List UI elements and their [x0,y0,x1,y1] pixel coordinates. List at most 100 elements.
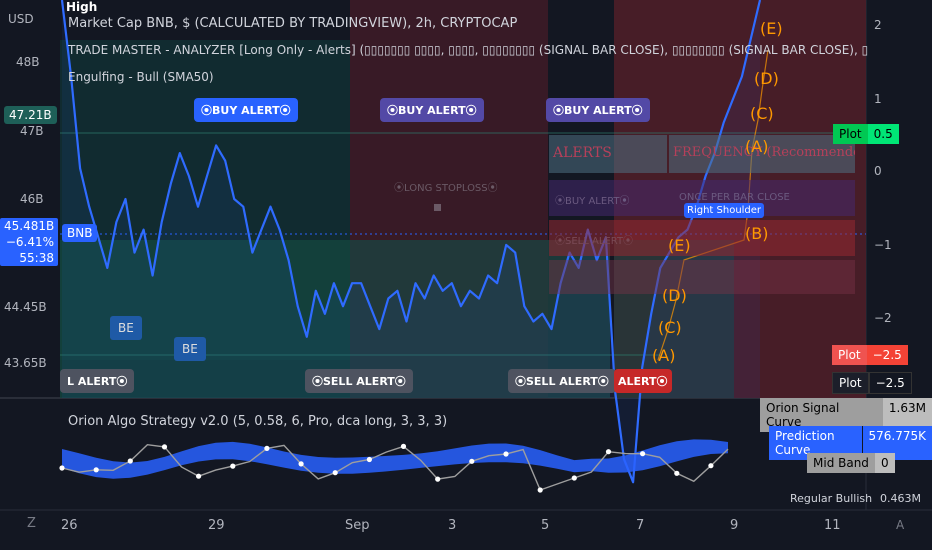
right-tick-0: 2 [874,18,882,32]
be-label-2: BE [174,337,206,361]
signal-dot-26 [503,451,509,457]
legend-plot-green: Plot 0.5 [833,124,899,144]
be-label-1: BE [110,316,142,340]
current-price-box: 45.481B −6.41% 55:38 [0,218,58,266]
x-tick-9: 9 [730,518,739,533]
left-tick-2: 46B [20,192,44,206]
sell-alert-3: ⦿SELL ALERT⦿ [508,369,616,393]
pattern-title: Engulfing - Bull (SMA50) [68,70,214,84]
pattern-a-top: (A) [745,137,769,156]
x-tick-7: 7 [636,518,645,533]
pattern-e-top: (E) [760,19,783,38]
table-row-2 [549,220,855,256]
prediction-ribbon [62,439,728,479]
sell-alert-1: L ALERT⦿ [60,369,135,393]
table-row-1-freq: ONCE PER BAR CLOSE [679,192,790,203]
legend-prediction: Prediction Curve 576.775K [769,426,932,460]
signal-dot-32 [605,449,612,455]
legend-plot-dark-name: Plot [832,372,869,394]
legend-plot-green-name: Plot [833,124,868,144]
legend-plot-green-value: 0.5 [867,124,899,144]
signal-dot-16 [332,470,338,476]
indicator-title: TRADE MASTER - ANALYZER [Long Only - Ale… [68,43,868,57]
x-tick-29: 29 [208,518,225,533]
table-row-3 [549,260,855,294]
chart-title: Market Cap BNB, $ (CALCULATED BY TRADING… [68,16,518,31]
signal-dot-10 [230,463,236,469]
price-line [60,0,762,484]
bar-timer: 55:38 [19,251,54,265]
right-tick-4: −2 [874,311,892,325]
legend-plot-dark-value: −2.5 [868,372,912,394]
long-stoploss-label: ⦿LONG STOPLOSS⦿ [394,183,498,194]
signal-dot-38 [708,463,714,469]
x-tick-3: 3 [448,518,457,533]
legend-mid-value: 0 [874,453,895,473]
pattern-a-low: (A) [652,346,676,365]
buy-alert-2: ⦿BUY ALERT⦿ [380,98,484,122]
signal-dot-12 [264,445,270,451]
legend-plot-red-name: Plot [832,345,867,365]
high-label: High [66,0,98,14]
legend-mid-name: Mid Band [807,453,875,473]
pattern-c-low: (C) [658,318,682,337]
left-tick-1: 47B [20,124,44,138]
pattern-e-low: (E) [668,236,691,255]
legend-prediction-name: Prediction Curve [769,426,862,460]
legend-plot-red-value: −2.5 [866,345,908,365]
signal-dot-6 [161,444,168,450]
x-tick-5: 5 [541,518,550,533]
price-area [62,0,760,483]
signal-dot-22 [435,476,441,482]
table-header-alerts: ALERTS [549,135,667,173]
legend-prediction-value: 576.775K [861,426,932,460]
signal-dot-2 [93,467,99,473]
pattern-d-low: (D) [662,286,687,305]
orion-signal-curve [61,443,729,491]
right-tick-3: −1 [874,238,892,252]
current-change: −6.41% [5,235,54,249]
signal-dot-8 [196,473,202,479]
buy-alert-3: ⦿BUY ALERT⦿ [546,98,650,122]
regular-bullish-value: 0.463M [880,492,921,505]
sell-alert-4: ALERT⦿ [614,369,672,393]
legend-mid: Mid Band 0 [807,453,895,473]
signal-dot-36 [674,470,680,476]
signal-dot-0 [59,465,65,471]
right-tick-2: 0 [874,164,882,178]
left-tick-4: 43.65B [4,356,47,370]
sub-indicator-title: Orion Algo Strategy v2.0 (5, 0.58, 6, Pr… [68,414,448,429]
highlight-price: 47.21B [4,106,57,124]
currency-label: USD [8,12,34,26]
pattern-c-top: (C) [750,104,774,123]
legend-plot-red: Plot −2.5 [832,345,908,365]
auto-scale-button[interactable]: Z [27,516,36,531]
sell-alert-2: ⦿SELL ALERT⦿ [305,369,413,393]
regular-bullish-label: Regular Bullish [790,492,873,505]
current-price: 45.481B [4,219,55,233]
log-scale-button[interactable]: A [896,518,905,532]
signal-dot-4 [127,458,133,464]
signal-dot-34 [640,451,646,457]
signal-dot-28 [537,487,543,493]
signal-dot-30 [571,475,577,481]
x-tick-26: 26 [61,518,78,533]
left-tick-0: 48B [16,55,40,69]
pattern-b: (B) [745,224,769,243]
right-shoulder-label: Right Shoulder [684,203,765,218]
left-tick-3: 44.45B [4,300,47,314]
pattern-d-top: (D) [754,69,779,88]
symbol-badge: BNB [62,224,98,242]
alerts-table: ALERTS FREQUENCY (Recommended) ⦿BUY ALER… [549,135,855,295]
right-tick-1: 1 [874,92,882,106]
signal-dot-14 [298,461,304,467]
table-header-frequency: FREQUENCY (Recommended) [669,135,855,173]
signal-dot-20 [400,443,407,449]
x-tick-11: 11 [824,518,841,533]
stoploss-marker [434,204,441,211]
legend-plot-dark: Plot −2.5 [832,372,912,394]
signal-dot-24 [469,458,475,464]
table-row-2-alert: ⦿SELL ALERT⦿ [555,236,634,247]
table-row-1-alert: ⦿BUY ALERT⦿ [555,196,630,207]
